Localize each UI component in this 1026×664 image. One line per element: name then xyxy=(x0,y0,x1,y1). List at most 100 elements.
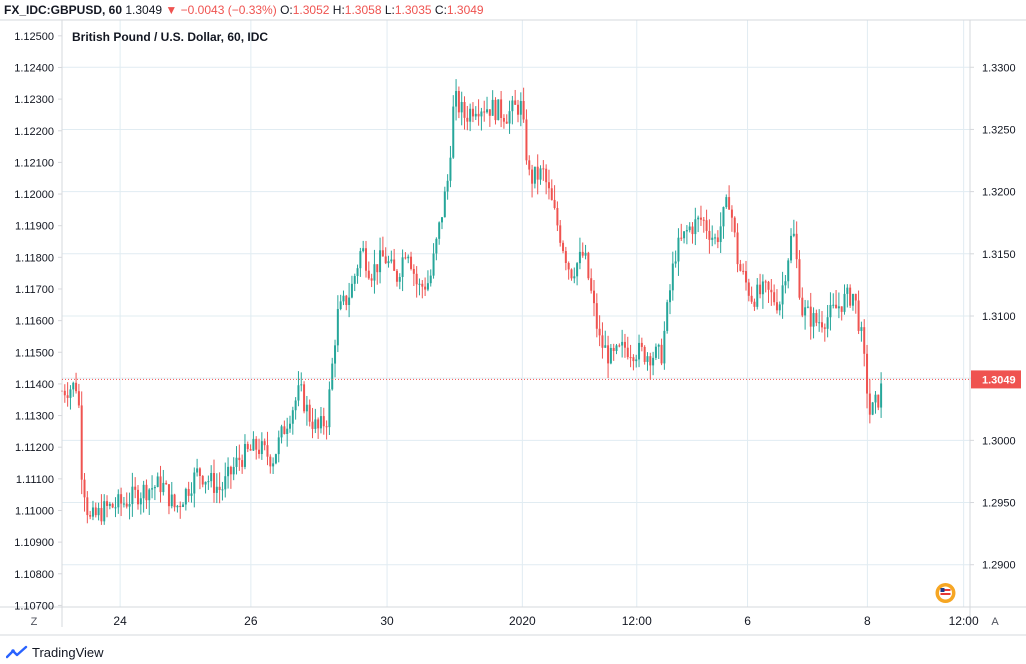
tradingview-brand: TradingView xyxy=(32,644,104,660)
scale-auto-button[interactable]: A xyxy=(991,616,999,628)
candle-body xyxy=(89,515,92,517)
candle-body xyxy=(699,217,702,220)
candle-body xyxy=(702,219,705,221)
candle-body xyxy=(384,256,387,264)
candle-body xyxy=(103,501,106,522)
candle-body xyxy=(266,445,269,457)
candle-body xyxy=(193,472,196,494)
candle-body xyxy=(795,233,798,260)
candle-body xyxy=(477,113,480,117)
symbol-name[interactable]: FX_IDC:GBPUSD, 60 xyxy=(4,3,123,17)
price-change: −0.0043 (−0.33%) xyxy=(180,3,277,17)
open-value: 1.3052 xyxy=(292,3,330,17)
candle-body xyxy=(525,119,528,161)
candle-body xyxy=(812,313,815,327)
candle-body xyxy=(559,225,562,243)
candle-body xyxy=(151,488,154,490)
candle-body xyxy=(866,353,869,394)
candle-body xyxy=(376,264,379,273)
left-axis-tick-label: 1.11200 xyxy=(15,442,54,454)
close-label: C: xyxy=(434,3,447,17)
candle-body xyxy=(136,489,139,505)
time-axis-tick-label: 26 xyxy=(244,614,258,628)
candle-body xyxy=(545,168,548,183)
candle-body xyxy=(114,507,117,509)
time-axis-tick-label: 24 xyxy=(113,614,127,628)
chart-legend: British Pound / U.S. Dollar, 60, IDC xyxy=(72,30,269,44)
candle-body xyxy=(592,290,595,304)
candle-body xyxy=(393,259,396,271)
candle-body xyxy=(446,180,449,192)
scale-z-button[interactable]: Z xyxy=(31,616,38,628)
left-axis-tick-label: 1.11400 xyxy=(15,379,54,391)
candle-body xyxy=(607,345,610,364)
candle-body xyxy=(125,503,128,507)
candle-body xyxy=(66,395,69,398)
candle-body xyxy=(835,304,838,309)
candle-body xyxy=(730,209,733,218)
candle-body xyxy=(210,473,213,482)
candle-body xyxy=(826,317,829,329)
candle-body xyxy=(255,438,258,450)
candle-body xyxy=(243,443,246,467)
candle-body xyxy=(570,269,573,279)
candle-body xyxy=(598,328,601,336)
candle-body xyxy=(218,486,221,490)
candle-body xyxy=(505,121,508,124)
candle-body xyxy=(305,404,308,412)
candle-body xyxy=(660,344,663,364)
candlestick-series xyxy=(61,79,883,525)
candle-body xyxy=(677,237,680,262)
candle-body xyxy=(207,481,210,483)
candle-body xyxy=(246,443,249,450)
left-axis-tick-label: 1.11100 xyxy=(16,474,54,486)
candle-body xyxy=(272,463,275,467)
candle-body xyxy=(491,99,494,116)
candle-body xyxy=(317,419,320,429)
candle-body xyxy=(106,501,109,506)
candle-body xyxy=(880,383,883,408)
candle-body xyxy=(640,342,643,347)
candle-body xyxy=(322,416,325,427)
left-axis-tick-label: 1.12100 xyxy=(14,157,54,169)
candle-body xyxy=(564,251,567,263)
tradingview-footer[interactable]: TradingView xyxy=(6,642,104,662)
candle-body xyxy=(744,271,747,283)
candle-body xyxy=(573,276,576,279)
candle-body xyxy=(381,250,384,257)
candle-body xyxy=(519,101,522,115)
candle-body xyxy=(542,168,545,170)
candle-body xyxy=(80,405,83,480)
candle-body xyxy=(857,300,860,331)
candle-body xyxy=(767,281,770,290)
candle-body xyxy=(353,275,356,284)
candle-body xyxy=(342,295,345,302)
right-axis-tick-label: 1.2900 xyxy=(982,560,1016,572)
candle-body xyxy=(356,268,359,276)
candle-body xyxy=(747,282,750,296)
candle-body xyxy=(263,441,266,446)
candle-body xyxy=(274,454,277,464)
candle-body xyxy=(108,503,111,506)
left-axis-tick-label: 1.11500 xyxy=(15,347,54,359)
candle-body xyxy=(373,264,376,281)
candle-body xyxy=(314,419,317,429)
left-axis-tick-label: 1.12300 xyxy=(14,94,54,106)
candle-body xyxy=(280,426,283,438)
candle-body xyxy=(654,346,657,358)
candle-body xyxy=(159,476,162,493)
candle-body xyxy=(435,238,438,254)
candle-body xyxy=(691,226,694,235)
candle-body xyxy=(258,449,261,455)
candle-body xyxy=(83,479,86,498)
candle-body xyxy=(750,295,753,302)
right-axis-tick-label: 1.3150 xyxy=(982,249,1016,261)
candle-body xyxy=(668,290,671,303)
candle-body xyxy=(671,263,674,291)
candle-body xyxy=(494,99,497,121)
candle-body xyxy=(781,285,784,305)
candle-body xyxy=(286,428,289,435)
candle-body xyxy=(440,217,443,223)
candle-body xyxy=(756,284,759,307)
